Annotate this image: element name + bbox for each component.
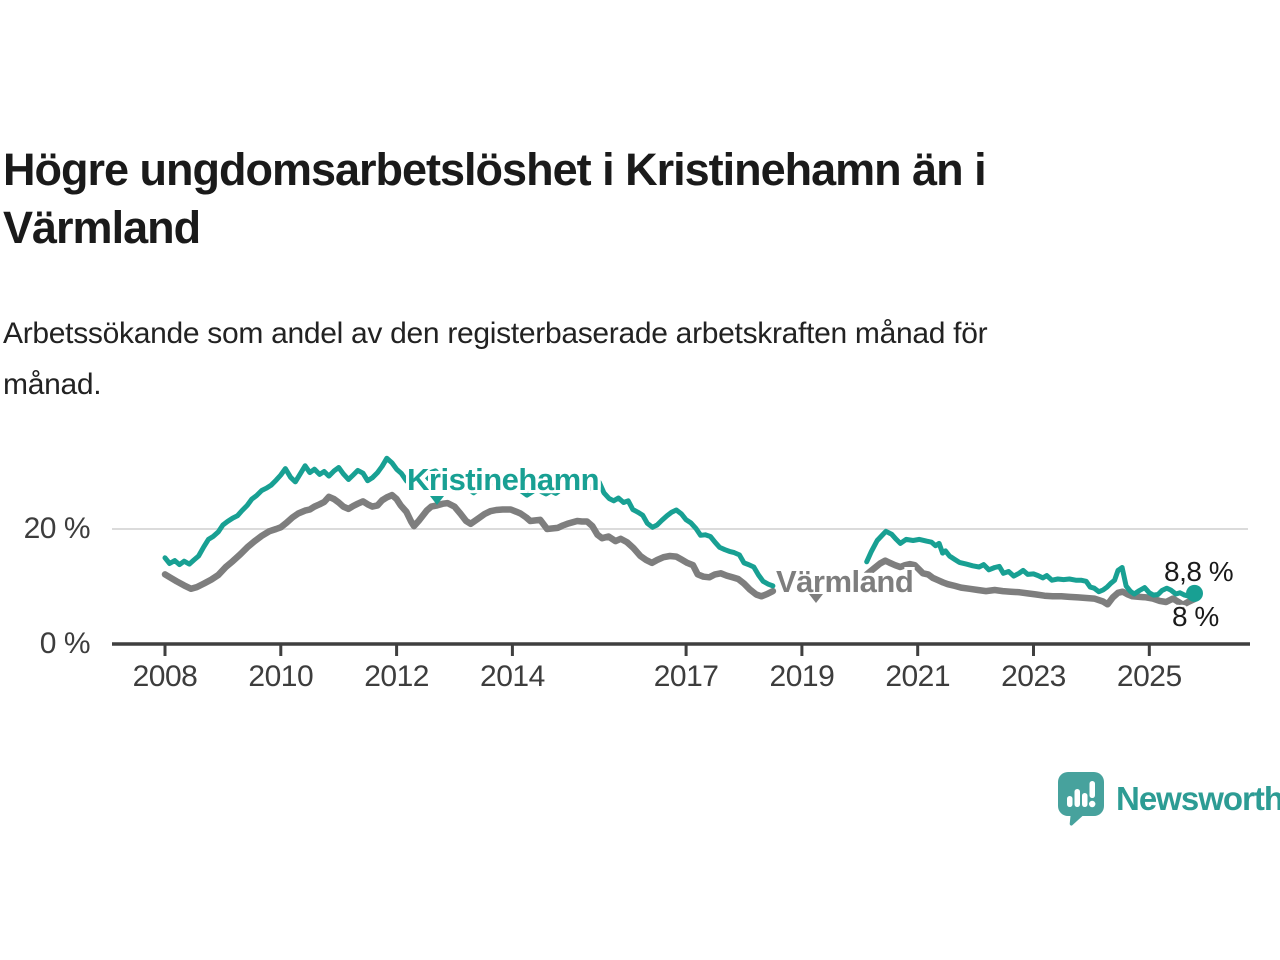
chart-subtitle: Arbetssökande som andel av den registerb… (3, 308, 1183, 410)
x-tick-label-2017: 2017 (653, 660, 719, 693)
x-tick-label-2025: 2025 (1116, 660, 1182, 693)
kristinehamn-label-pointer-icon (430, 496, 444, 505)
chart-title-line-1: Högre ungdomsarbetslöshet i Kristinehamn… (3, 144, 987, 195)
series-label-kristinehamn: Kristinehamn (407, 462, 600, 497)
x-tick-label-2008: 2008 (132, 660, 198, 693)
chart-title: Högre ungdomsarbetslöshet i Kristinehamn… (3, 141, 1183, 257)
x-tick-label-2010: 2010 (248, 660, 314, 693)
x-tick-label-2012: 2012 (364, 660, 429, 693)
y-tick-label-0: 0 % (39, 627, 91, 660)
series-line-vrmland (161, 491, 777, 600)
series-label-varmland: Värmland (776, 564, 914, 599)
kristinehamn-end-value-label: 8,8 % (1164, 556, 1234, 587)
y-tick-label-20: 20 % (23, 512, 91, 545)
x-tick-label-2023: 2023 (1001, 660, 1066, 693)
x-tick-label-2021: 2021 (885, 660, 951, 693)
series-line-kristinehamn (864, 528, 1197, 599)
x-tick-label-2019: 2019 (769, 660, 835, 693)
chart-title-line-2: Värmland (3, 202, 201, 253)
varmland-end-value-label: 8 % (1172, 601, 1219, 632)
newsworthy-wordmark: Newsworthy (1116, 780, 1280, 817)
newsworthy-bubble-chart-icon (1058, 772, 1105, 826)
chart-subtitle-line-2: månad. (3, 368, 102, 401)
chart-subtitle-line-1: Arbetssökande som andel av den registerb… (3, 317, 988, 350)
newsworthy-logo: Newsworthy (1058, 772, 1280, 826)
series-end-dot-kristinehamn (1186, 584, 1203, 602)
series-line-vrmland (863, 557, 1198, 609)
series-line-kristinehamn (162, 455, 776, 589)
x-tick-label-2014: 2014 (480, 660, 545, 693)
varmland-label-pointer-icon (809, 594, 823, 603)
